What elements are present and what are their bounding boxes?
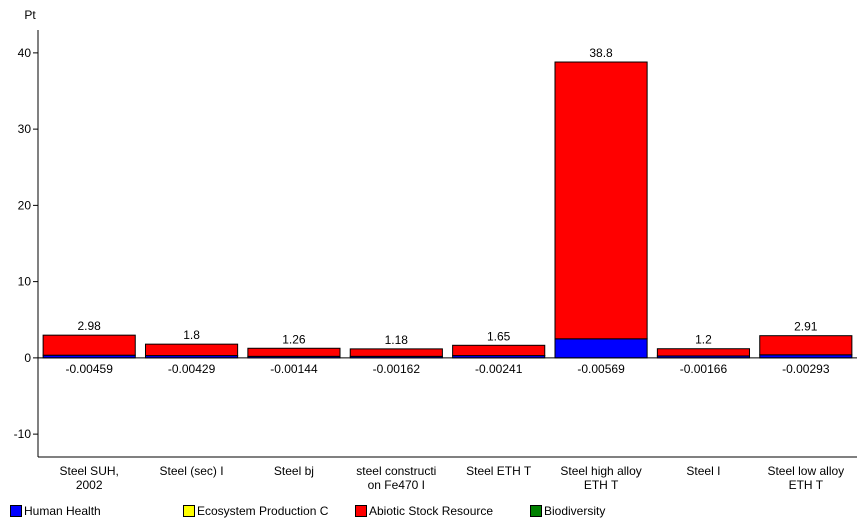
y-tick-label: 30 — [18, 122, 32, 136]
bar-segment — [656, 348, 751, 357]
bar-negative-label: -0.00166 — [680, 362, 728, 376]
y-tick-label: 0 — [24, 351, 31, 365]
bar-negative-label: -0.00162 — [373, 362, 421, 376]
bar-stack: 1.8 -0.00429 — [144, 328, 239, 376]
bars-group: 2.98 -0.00459 1.8 -0.00429 1.26 -0.00144 1.18 -… — [42, 46, 853, 376]
bar-negative-label: -0.00293 — [782, 362, 830, 376]
x-category-label: Steel low alloy — [767, 464, 844, 478]
legend-label: Biodiversity — [544, 504, 606, 518]
bar-segment — [42, 334, 136, 356]
bar-stack: 1.26 -0.00144 — [247, 332, 341, 376]
legend-swatch — [530, 505, 542, 517]
bar-total-label: 2.91 — [794, 320, 818, 334]
bar-segment — [759, 335, 853, 356]
x-category-label: ETH T — [789, 478, 824, 492]
x-category-label: Steel ETH T — [466, 464, 532, 478]
legend-label: Human Health — [24, 504, 101, 518]
legend: Human Health Ecosystem Production C Abioti… — [10, 503, 855, 519]
legend-item: Abiotic Stock Resource — [355, 503, 527, 519]
x-category-label: Steel high alloy — [560, 464, 641, 478]
y-axis-label: Pt — [24, 8, 36, 22]
x-axis: Steel SUH,2002 Steel (sec) I Steel bj steel… — [38, 357, 857, 492]
y-tick-label: 10 — [18, 275, 32, 289]
x-category-label: steel constructi — [356, 464, 436, 478]
x-category-label: Steel bj — [274, 464, 314, 478]
bar-stack: 1.65 -0.00241 — [452, 329, 546, 376]
bar-negative-label: -0.00429 — [168, 362, 216, 376]
y-tick-label: -10 — [14, 427, 32, 441]
x-category-label: Steel (sec) I — [160, 464, 224, 478]
bar-segment — [554, 338, 648, 359]
x-category-label: Steel SUH, — [60, 464, 119, 478]
bar-segment — [144, 343, 239, 357]
bar-total-label: 1.8 — [183, 328, 200, 342]
x-category-label: ETH T — [584, 478, 619, 492]
bar-total-label: 1.18 — [385, 333, 409, 347]
legend-item: Human Health — [10, 503, 175, 519]
bar-total-label: 1.26 — [282, 332, 306, 346]
x-category-label: 2002 — [76, 478, 103, 492]
y-tick-label: 20 — [18, 198, 32, 212]
bar-stack: 1.2 -0.00166 — [656, 333, 751, 376]
y-axis: -10 0 10 20 30 40 — [14, 30, 39, 457]
bar-stack: 2.91 -0.00293 — [759, 320, 853, 376]
legend-item: Biodiversity — [530, 503, 730, 519]
legend-label: Abiotic Stock Resource — [369, 504, 494, 518]
x-category-label: on Fe470 I — [368, 478, 425, 492]
bar-total-label: 38.8 — [589, 46, 613, 60]
legend-label: Ecosystem Production C — [197, 504, 329, 518]
bar-negative-label: -0.00459 — [66, 362, 114, 376]
bar-negative-label: -0.00144 — [270, 362, 318, 376]
bar-stack: 38.8 -0.00569 — [554, 46, 648, 376]
bar-segment — [247, 347, 341, 357]
bar-segment — [554, 61, 648, 340]
bar-total-label: 1.65 — [487, 329, 511, 343]
bar-segment — [349, 348, 443, 357]
bar-negative-label: -0.00569 — [577, 362, 625, 376]
x-category-label: Steel I — [686, 464, 720, 478]
legend-swatch — [10, 505, 22, 517]
legend-swatch — [183, 505, 195, 517]
legend-item: Ecosystem Production C — [183, 503, 353, 519]
bar-total-label: 1.2 — [695, 333, 712, 347]
y-tick-label: 40 — [18, 46, 32, 60]
bar-total-label: 2.98 — [78, 319, 102, 333]
legend-swatch — [355, 505, 367, 517]
bar-negative-label: -0.00241 — [475, 362, 523, 376]
bar-segment — [452, 344, 546, 357]
bar-stack: 2.98 -0.00459 — [42, 319, 136, 376]
bar-stack: 1.18 -0.00162 — [349, 333, 443, 376]
